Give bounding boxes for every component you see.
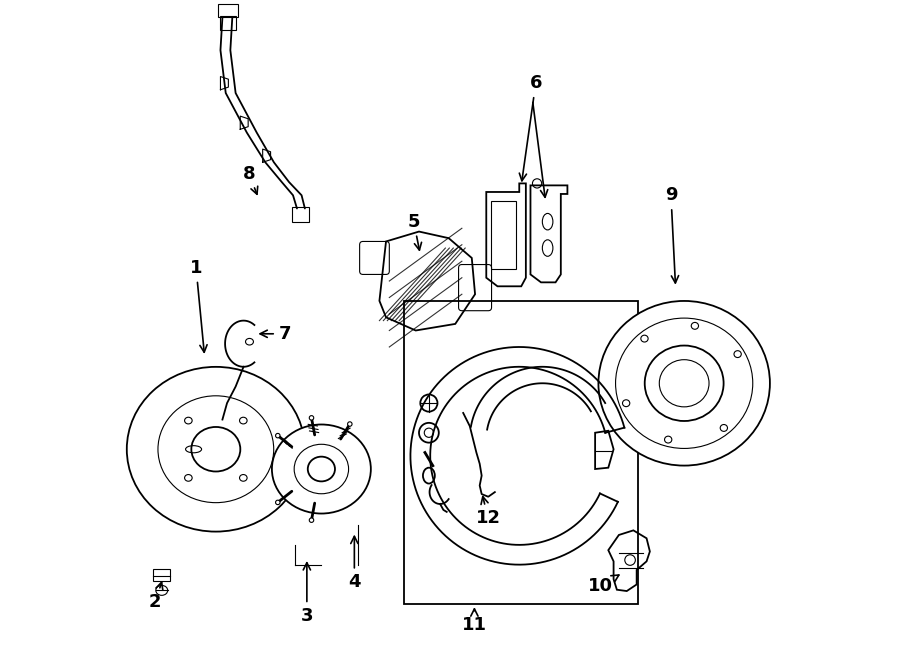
- Text: 5: 5: [408, 213, 421, 250]
- Circle shape: [275, 500, 280, 504]
- Text: 7: 7: [260, 325, 292, 343]
- Text: 6: 6: [519, 74, 542, 181]
- Bar: [218, 4, 238, 17]
- Text: 2: 2: [148, 582, 163, 611]
- Text: 11: 11: [462, 609, 487, 635]
- Text: 3: 3: [301, 563, 313, 625]
- Text: 12: 12: [476, 496, 500, 527]
- Text: 9: 9: [665, 186, 679, 283]
- Bar: [404, 301, 638, 604]
- Text: 4: 4: [348, 536, 361, 592]
- Text: 10: 10: [588, 575, 619, 596]
- Ellipse shape: [598, 301, 770, 465]
- Circle shape: [347, 422, 352, 426]
- Bar: [153, 569, 170, 581]
- Circle shape: [310, 416, 314, 420]
- Ellipse shape: [272, 424, 371, 514]
- Bar: [292, 207, 309, 221]
- Bar: [491, 200, 516, 269]
- Circle shape: [310, 518, 314, 522]
- Circle shape: [275, 434, 280, 438]
- Bar: [220, 16, 236, 30]
- Text: 8: 8: [242, 165, 257, 194]
- Text: 1: 1: [190, 259, 207, 352]
